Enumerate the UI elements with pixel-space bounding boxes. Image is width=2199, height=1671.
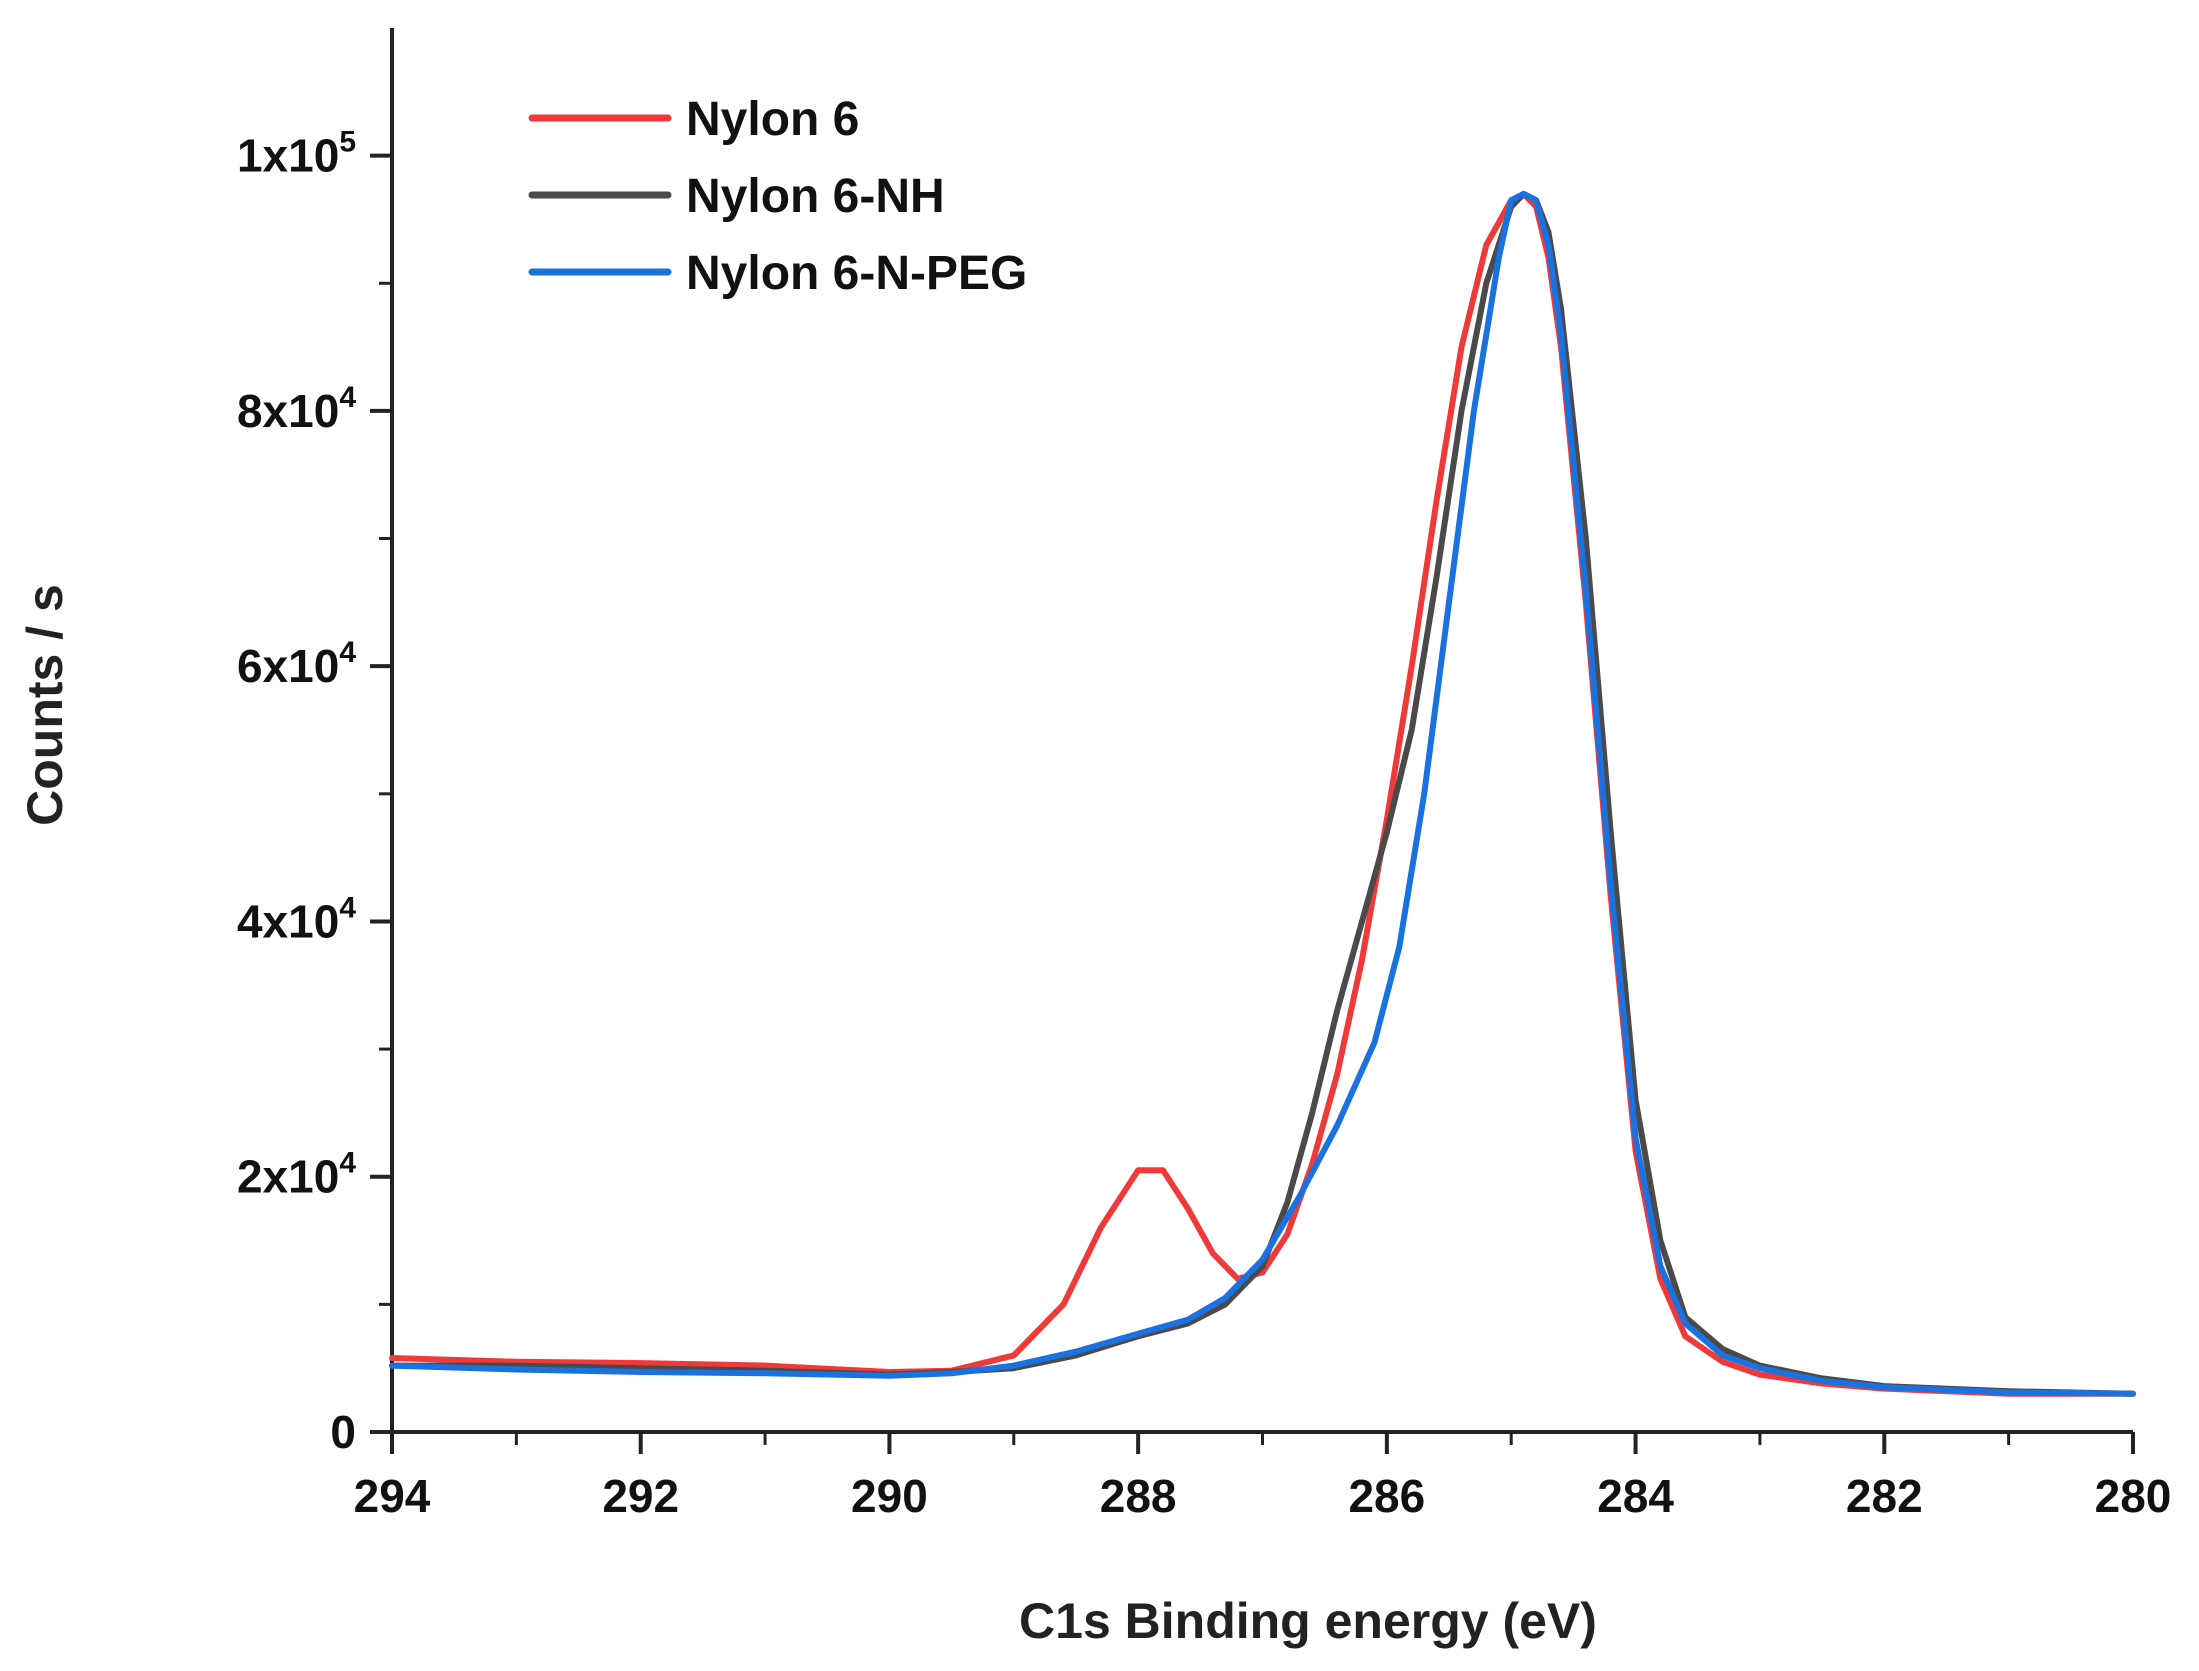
x-tick-label: 284 [1597, 1470, 1674, 1522]
x-tick-label: 288 [1100, 1470, 1177, 1522]
legend-label: Nylon 6-N-PEG [686, 247, 1027, 300]
y-tick-exponent: 4 [339, 891, 356, 924]
x-axis-title: C1s Binding energy (eV) [1019, 1593, 1597, 1649]
y-tick-exponent: 4 [339, 381, 356, 414]
y-tick-label: 1x105 [237, 126, 356, 182]
plot-area: 294 292 290 288 286 284 282 280 02x1044x1046x10… [237, 28, 2171, 1522]
y-tick-exponent: 4 [339, 1147, 356, 1180]
y-tick-exponent: 4 [339, 636, 356, 669]
y-tick-base: 8x10 [237, 385, 339, 437]
y-tick-label: 0 [330, 1406, 356, 1458]
y-tick-exponent: 5 [339, 126, 356, 159]
y-tick-label: 6x104 [237, 636, 356, 692]
series-line-1 [389, 190, 2136, 1397]
x-tick-label: 290 [851, 1470, 928, 1522]
legend-label: Nylon 6-NH [686, 170, 945, 223]
y-axis-title: Counts / s [17, 584, 73, 826]
x-tick-label: 280 [2095, 1470, 2172, 1522]
x-tick-label: 282 [1846, 1470, 1923, 1522]
y-tick-base: 0 [330, 1406, 356, 1458]
y-tick-label: 2x104 [237, 1147, 356, 1203]
y-tick-base: 6x10 [237, 640, 339, 692]
x-tick-label: 292 [602, 1470, 679, 1522]
legend-label: Nylon 6 [686, 93, 859, 146]
y-tick-base: 2x10 [237, 1151, 339, 1203]
x-tick-label: 294 [354, 1470, 431, 1522]
x-ticks: 294 292 290 288 286 284 282 280 [354, 1432, 2172, 1522]
series-lines [389, 190, 2136, 1397]
y-tick-base: 1x10 [237, 130, 339, 182]
y-tick-label: 4x104 [237, 891, 356, 947]
series-line-2 [389, 190, 2136, 1397]
y-tick-label: 8x104 [237, 381, 356, 437]
y-tick-base: 4x10 [237, 895, 339, 947]
legend: Nylon 6 Nylon 6-NH Nylon 6-N-PEG [528, 93, 1027, 300]
x-tick-label: 286 [1348, 1470, 1425, 1522]
series-line-0 [389, 190, 2136, 1397]
